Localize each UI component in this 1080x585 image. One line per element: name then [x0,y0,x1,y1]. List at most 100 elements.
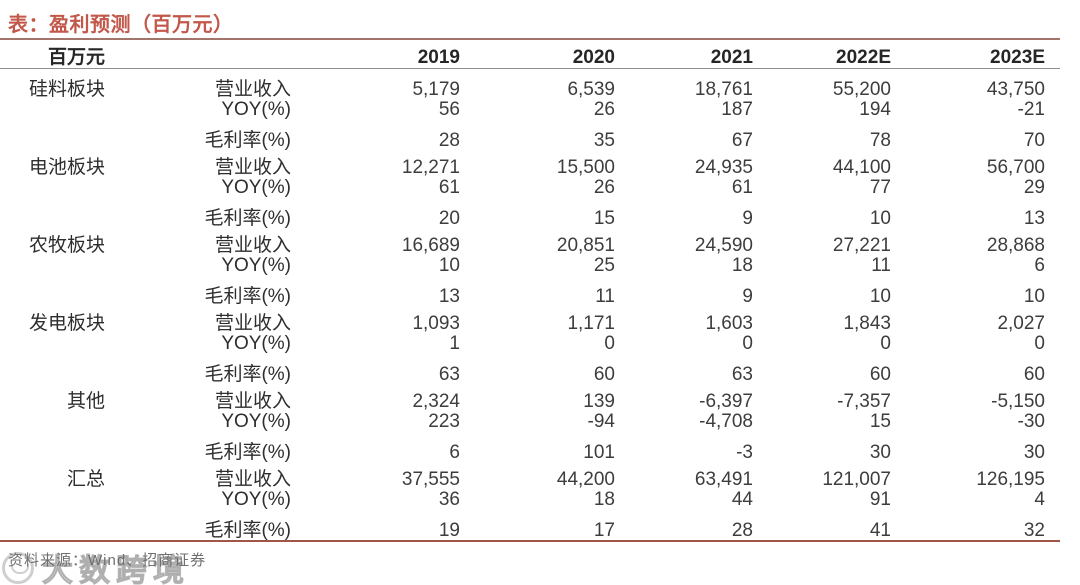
value-cell: 20,851 [556,235,615,256]
value-cell: 0 [604,333,615,354]
value-cell: -7,357 [837,391,891,412]
table-row: YOY(%) 223 -94 -4,708 15 -30 [0,412,1047,432]
value-cell: 63 [731,364,753,385]
section-label [0,178,107,198]
value-cell: 67 [731,130,753,151]
value-cell: 187 [721,99,753,120]
value-cell: 19 [438,520,460,541]
value-cell: 35 [593,130,615,151]
table-row: 汇总 营业收入 37,555 44,200 63,491 121,007 126,195 [0,463,1047,490]
metric-label: YOY(%) [221,333,291,354]
value-cell: 30 [1023,442,1045,463]
source-note: 资料来源：Wind、招商证券 [8,552,207,569]
value-cell: 223 [428,411,460,432]
value-cell: 37,555 [401,469,460,490]
value-cell: 44,100 [832,157,891,178]
value-cell: 10 [1023,286,1045,307]
value-cell: -5,150 [991,391,1045,412]
section-label [0,334,107,354]
value-cell: 11 [871,255,891,276]
value-cell: 28 [731,520,753,541]
value-cell: 15 [593,208,615,229]
value-cell: 139 [583,391,615,412]
value-cell: 15 [869,411,891,432]
metric-label: 营业收入 [214,79,291,100]
metric-label: YOY(%) [221,255,291,276]
value-cell: 1 [449,333,460,354]
value-cell: 70 [1023,130,1045,151]
value-cell: 13 [438,286,460,307]
value-cell: 29 [1023,177,1045,198]
value-cell: 60 [1023,364,1045,385]
value-cell: 26 [593,99,615,120]
value-cell: 17 [593,520,615,541]
value-cell: 15,500 [556,157,615,178]
metric-label: YOY(%) [221,177,291,198]
metric-label: 毛利率(%) [204,286,291,307]
metric-label: YOY(%) [221,411,291,432]
metric-label: 营业收入 [214,469,291,490]
value-cell: 44,200 [556,469,615,490]
value-cell: 56,700 [986,157,1045,178]
year-header-2021: 2021 [710,47,753,68]
value-cell: 43,750 [986,79,1045,100]
value-cell: 9 [742,286,753,307]
value-cell: 18 [731,255,753,276]
value-cell: 6,539 [567,79,615,100]
section-label: 农牧板块 [28,235,105,256]
metric-label: 毛利率(%) [204,520,291,541]
value-cell: 194 [859,99,891,120]
metric-label: 营业收入 [214,235,291,256]
year-header-2020: 2020 [572,47,615,68]
value-cell: 91 [869,489,891,510]
value-cell: 0 [742,333,753,354]
table-row: YOY(%) 1 0 0 0 0 [0,334,1047,354]
value-cell: 9 [742,208,753,229]
table-row: 毛利率(%) 63 60 63 60 60 [0,354,1047,385]
table-row: 其他 营业收入 2,324 139 -6,397 -7,357 -5,150 [0,385,1047,412]
value-cell: 25 [593,255,615,276]
value-cell: -21 [1017,99,1045,120]
value-cell: 61 [438,177,460,198]
section-label: 其他 [66,391,105,412]
value-cell: 63,491 [694,469,753,490]
section-label [0,198,107,229]
value-cell: 36 [438,489,460,510]
value-cell: 63 [438,364,460,385]
value-cell: 20 [438,208,460,229]
metric-label: 毛利率(%) [204,442,291,463]
section-label: 发电板块 [28,313,105,334]
value-cell: -30 [1017,411,1045,432]
value-cell: 126,195 [976,469,1045,490]
year-header-2023e: 2023E [990,47,1045,68]
metric-label: 营业收入 [214,157,291,178]
value-cell: 26 [593,177,615,198]
value-cell: 27,221 [832,235,891,256]
section-label: 硅料板块 [28,79,105,100]
value-cell: 10 [869,208,891,229]
value-cell: -6,397 [699,391,753,412]
year-header-2022e: 2022E [836,47,891,68]
value-cell: 78 [869,130,891,151]
table-row: 电池板块 营业收入 12,271 15,500 24,935 44,100 56,700 [0,151,1047,178]
table-row: YOY(%) 61 26 61 77 29 [0,178,1047,198]
table-row: YOY(%) 56 26 187 194 -21 [0,100,1047,120]
value-cell: 1,093 [412,313,460,334]
title-rule [0,38,1060,40]
value-cell: 4 [1034,489,1045,510]
value-cell: 101 [583,442,615,463]
value-cell: 18,761 [694,79,753,100]
value-cell: 77 [869,177,891,198]
value-cell: 1,843 [843,313,891,334]
value-cell: 10 [438,255,460,276]
section-label [0,100,107,120]
section-label [0,412,107,432]
value-cell: 6 [1034,255,1045,276]
profit-forecast-table: 百万元 2019 2020 2021 2022E 2023E 硅料板块 营业收入 5… [0,42,1047,541]
value-cell: 32 [1023,520,1045,541]
value-cell: 12,271 [401,157,460,178]
metric-label: YOY(%) [221,99,291,120]
table-title: 表：盈利预测（百万元） [8,14,234,36]
table-bottom-rule [0,540,1060,542]
